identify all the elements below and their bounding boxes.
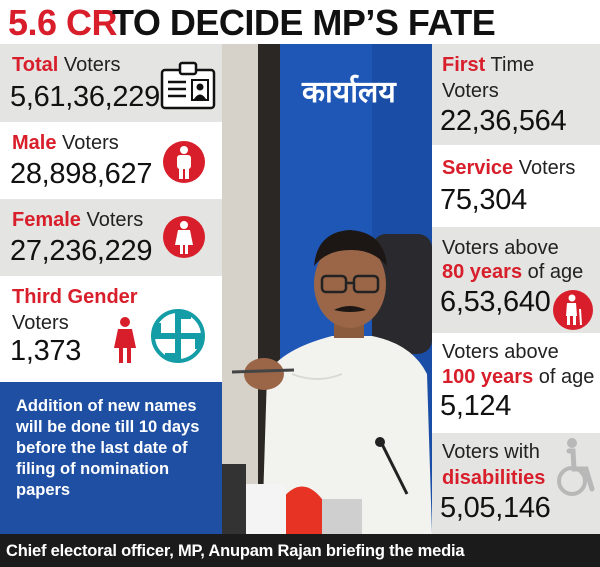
service-voters-value: 75,304 <box>440 184 527 216</box>
third-gender-person-icon <box>114 317 136 363</box>
service-voters-label: Service Voters <box>442 157 576 179</box>
first-time-label: First Time <box>442 54 535 76</box>
photo-illustration: कार्यालय <box>222 44 432 534</box>
photo-caption: Chief electoral officer, MP, Anupam Raja… <box>0 534 600 567</box>
disabled-voters-cell: Voters with disabilities 5,05,146 <box>432 433 600 534</box>
above-80-label-line1: Voters above <box>442 237 559 259</box>
disabilities-value: 5,05,146 <box>440 492 551 524</box>
third-gender-label-voters: Voters <box>12 312 69 334</box>
first-time-voters-cell: First Time Voters 22,36,564 <box>432 44 600 145</box>
male-voters-value: 28,898,627 <box>10 158 153 190</box>
press-briefing-photo: कार्यालय <box>222 44 432 534</box>
male-voters-label: Male Voters <box>12 132 119 154</box>
disabilities-label-line1: Voters with <box>442 441 540 463</box>
total-voters-label: Total Voters <box>12 54 121 76</box>
headline-text: TO DECIDE MP’S FATE <box>112 2 496 43</box>
above-100-label-line2: 100 years of age <box>442 366 595 388</box>
male-icon <box>163 141 205 183</box>
election-symbol-icon <box>151 309 205 363</box>
headline: 5.6 CR TO DECIDE MP’S FATE <box>0 0 600 44</box>
voters-above-80-cell: Voters above 80 years of age 6,53,640 <box>432 227 600 333</box>
above-100-value: 5,124 <box>440 390 512 422</box>
female-voters-cell: Female Voters 27,236,229 <box>0 199 222 276</box>
female-voters-value: 27,236,229 <box>10 235 153 267</box>
third-gender-value: 1,373 <box>10 335 82 367</box>
third-gender-label: Third Gender <box>12 286 138 308</box>
note-text: Addition of new names will be done till … <box>16 397 200 499</box>
total-voters-value: 5,61,36,229 <box>10 81 160 113</box>
voters-above-100-cell: Voters above 100 years of age 5,124 <box>432 333 600 433</box>
above-80-label-line2: 80 years of age <box>442 261 584 283</box>
note-box: Addition of new names will be done till … <box>0 382 222 534</box>
above-100-label-line1: Voters above <box>442 341 559 363</box>
service-voters-cell: Service Voters 75,304 <box>432 145 600 227</box>
first-time-label-voters: Voters <box>442 80 499 102</box>
male-voters-cell: Male Voters 28,898,627 <box>0 122 222 199</box>
wheelchair-icon <box>557 438 595 496</box>
headline-number: 5.6 CR <box>8 2 118 43</box>
first-time-voters-value: 22,36,564 <box>440 105 567 137</box>
caption-text: Chief electoral officer, MP, Anupam Raja… <box>6 542 465 560</box>
disabilities-label-line2: disabilities <box>442 467 546 489</box>
elderly-icon <box>553 290 593 330</box>
female-voters-label: Female Voters <box>12 209 144 231</box>
third-gender-cell: Third Gender Voters 1,373 <box>0 276 222 382</box>
office-sign-text: कार्यालय <box>301 74 397 110</box>
total-voters-cell: Total Voters 5,61,36,229 <box>0 44 222 122</box>
id-card-icon <box>160 61 216 110</box>
above-80-value: 6,53,640 <box>440 286 551 318</box>
female-icon <box>163 216 205 258</box>
